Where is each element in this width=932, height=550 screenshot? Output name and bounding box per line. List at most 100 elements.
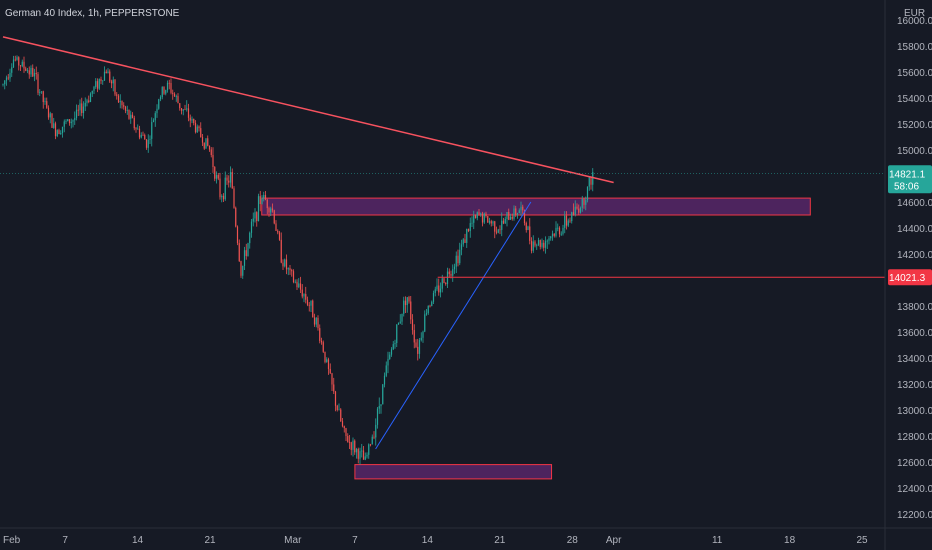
candle-body <box>308 304 310 306</box>
candle-body <box>483 213 485 223</box>
support-zone <box>354 464 553 480</box>
candle-body <box>457 255 459 264</box>
candle-body <box>515 208 517 215</box>
candle-body <box>369 444 372 446</box>
candle-body <box>147 139 149 148</box>
candle-body <box>256 212 258 221</box>
candle-body <box>294 281 296 283</box>
candle-body <box>366 454 368 457</box>
candle-body <box>443 278 445 284</box>
candle-body <box>18 57 20 66</box>
candle-body <box>453 266 456 270</box>
candle-body <box>490 221 492 224</box>
candle-body <box>63 121 65 127</box>
candle-body <box>198 126 200 129</box>
candle-body <box>544 241 547 248</box>
candle-body <box>520 206 522 211</box>
candle-body <box>494 221 496 232</box>
x-tick-label: 18 <box>784 535 796 546</box>
candle-body <box>224 177 226 200</box>
candle-body <box>469 223 471 232</box>
candle-body <box>343 426 345 429</box>
currency-label: EUR <box>904 8 925 19</box>
resistance-zone <box>261 197 811 216</box>
candle-body <box>11 67 13 73</box>
candle-body <box>145 139 148 148</box>
candle-body <box>163 86 165 94</box>
candle-body <box>21 61 23 67</box>
candle-body <box>501 220 503 230</box>
candle-body <box>138 128 141 138</box>
candle-body <box>5 77 8 81</box>
candle-body <box>418 340 421 354</box>
candle-body <box>534 241 536 246</box>
candle-body <box>245 250 247 257</box>
candle-body <box>504 218 506 224</box>
x-tick-label: 25 <box>856 535 868 546</box>
candle-body <box>319 328 321 341</box>
candle-body <box>142 134 144 136</box>
candle-body <box>424 314 426 332</box>
candle-body <box>205 138 207 149</box>
candle-body <box>536 244 538 246</box>
candle-body <box>105 71 107 74</box>
candle-body <box>459 249 461 264</box>
y-tick-label: 15200.0 <box>897 120 932 131</box>
candle-body <box>280 239 282 263</box>
candle-body <box>347 436 349 443</box>
countdown-label: 58:06 <box>894 181 919 192</box>
candle-body <box>292 271 295 283</box>
candle-body <box>60 133 62 135</box>
candle-body <box>567 220 569 226</box>
candle-body <box>532 241 534 251</box>
candle-body <box>509 216 512 220</box>
candle-body <box>112 79 114 84</box>
candle-body <box>299 283 302 290</box>
candle-body <box>557 227 559 229</box>
candle-body <box>131 114 134 118</box>
candle-body <box>121 101 123 106</box>
candle-body <box>72 120 74 122</box>
candle-body <box>417 346 419 354</box>
candle-body <box>12 59 15 68</box>
candle-body <box>546 240 548 242</box>
candle-body <box>373 436 375 438</box>
candle-body <box>518 210 520 214</box>
candle-body <box>581 198 583 208</box>
candle-body <box>425 313 428 315</box>
candle-body <box>215 175 218 179</box>
candle-body <box>296 281 298 288</box>
candle-body <box>221 195 223 198</box>
candle-body <box>569 220 571 222</box>
y-tick-label: 12800.0 <box>897 432 932 443</box>
candle-body <box>89 93 92 103</box>
candle-body <box>338 409 340 411</box>
candle-body <box>529 226 531 241</box>
candle-body <box>431 301 433 307</box>
candle-body <box>222 195 225 200</box>
x-tick-label: 14 <box>422 535 434 546</box>
candle-body <box>576 206 578 209</box>
candle-body <box>523 210 526 223</box>
y-tick-label: 12200.0 <box>897 510 932 521</box>
level-price-label: 14021.3 <box>889 273 926 284</box>
candle-body <box>207 138 209 146</box>
candle-body <box>228 180 230 183</box>
candle-body <box>590 177 592 185</box>
candle-body <box>406 297 408 306</box>
x-tick-label: 21 <box>494 535 506 546</box>
candle-body <box>466 228 468 243</box>
candle-body <box>271 208 274 211</box>
candle-body <box>436 285 438 290</box>
candle-body <box>420 337 422 341</box>
candle-body <box>154 113 156 121</box>
candle-body <box>28 70 30 75</box>
candle-body <box>478 212 480 215</box>
candle-body <box>229 171 232 183</box>
candle-body <box>432 292 435 302</box>
candle-body <box>247 243 249 257</box>
candle-body <box>242 265 244 276</box>
candle-body <box>527 226 529 231</box>
